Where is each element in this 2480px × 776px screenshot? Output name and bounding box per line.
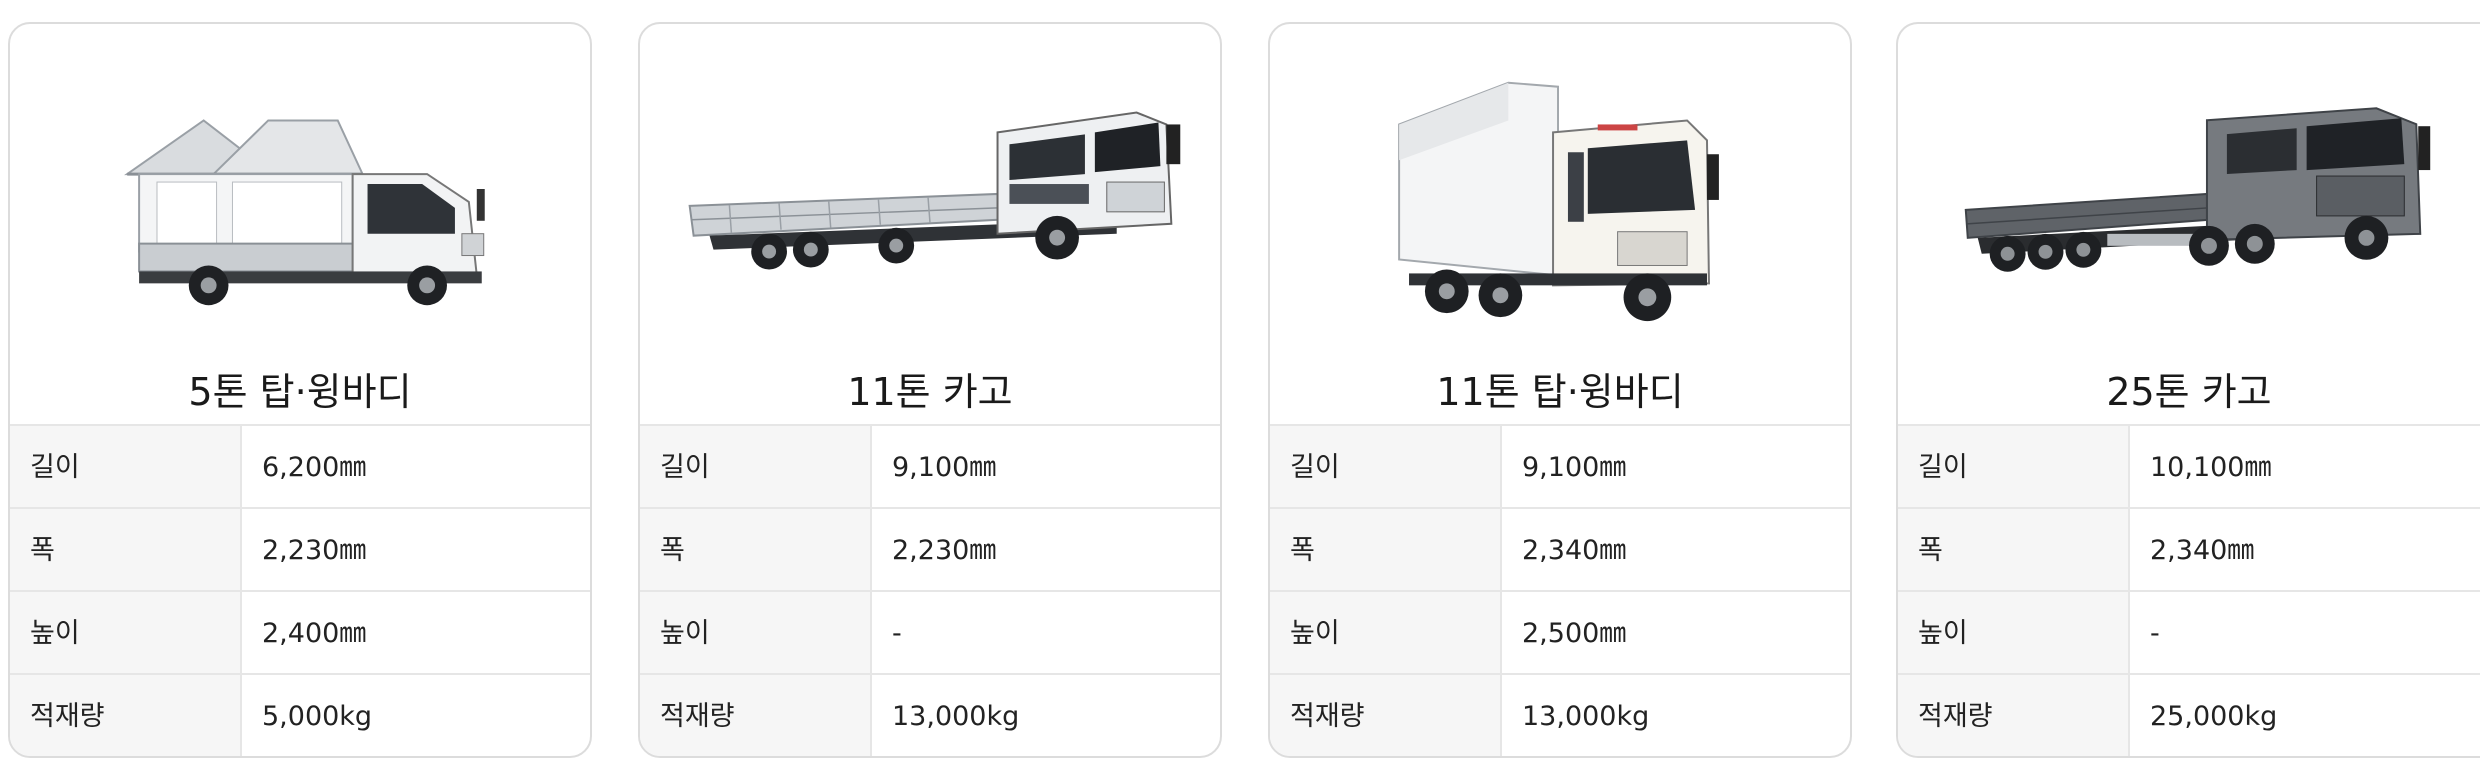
table-row: 길이 6,200㎜ xyxy=(10,426,590,509)
spec-label: 적재량 xyxy=(1898,675,2130,756)
table-row: 폭 2,340㎜ xyxy=(1898,509,2480,592)
spec-label: 높이 xyxy=(1270,592,1502,673)
table-row: 길이 10,100㎜ xyxy=(1898,426,2480,509)
spec-value: 2,230㎜ xyxy=(262,535,367,566)
cargo-truck-image xyxy=(640,24,1220,354)
spec-value: 25,000kg xyxy=(2150,701,2278,732)
table-row: 폭 2,230㎜ xyxy=(640,509,1220,592)
table-row: 높이 - xyxy=(1898,592,2480,675)
spec-label: 폭 xyxy=(640,509,872,590)
spec-value: 6,200㎜ xyxy=(262,452,367,483)
wing-body-truck-image xyxy=(10,24,590,354)
table-row: 길이 9,100㎜ xyxy=(640,426,1220,509)
spec-label: 길이 xyxy=(10,426,242,507)
spec-value: - xyxy=(892,618,902,649)
truck-card: 5톤 탑·윙바디 길이 6,200㎜ 폭 2,230㎜ 높이 2,400㎜ 적재… xyxy=(8,22,592,758)
spec-label: 길이 xyxy=(640,426,872,507)
spec-label: 적재량 xyxy=(1270,675,1502,756)
spec-label: 적재량 xyxy=(640,675,872,756)
truck-title: 25톤 카고 xyxy=(2106,370,2272,414)
table-row: 적재량 5,000kg xyxy=(10,675,590,756)
truck-card: 25톤 카고 길이 10,100㎜ 폭 2,340㎜ 높이 - 적재량 25,0… xyxy=(1896,22,2480,758)
table-row: 적재량 13,000kg xyxy=(640,675,1220,756)
truck-title: 11톤 카고 xyxy=(847,370,1013,414)
spec-value: 9,100㎜ xyxy=(1522,452,1627,483)
spec-value: 2,500㎜ xyxy=(1522,618,1627,649)
spec-label: 높이 xyxy=(10,592,242,673)
spec-label: 높이 xyxy=(640,592,872,673)
table-row: 폭 2,340㎜ xyxy=(1270,509,1850,592)
spec-table: 길이 10,100㎜ 폭 2,340㎜ 높이 - 적재량 25,000kg xyxy=(1898,424,2480,756)
spec-label: 폭 xyxy=(1270,509,1502,590)
spec-label: 길이 xyxy=(1270,426,1502,507)
table-row: 높이 2,400㎜ xyxy=(10,592,590,675)
spec-value: 2,400㎜ xyxy=(262,618,367,649)
spec-table: 길이 9,100㎜ 폭 2,340㎜ 높이 2,500㎜ 적재량 13,000k… xyxy=(1270,424,1850,756)
truck-title: 5톤 탑·윙바디 xyxy=(188,370,412,414)
box-truck-image xyxy=(1270,24,1850,354)
spec-label: 높이 xyxy=(1898,592,2130,673)
spec-label: 적재량 xyxy=(10,675,242,756)
truck-title: 11톤 탑·윙바디 xyxy=(1436,370,1684,414)
table-row: 높이 2,500㎜ xyxy=(1270,592,1850,675)
spec-value: 9,100㎜ xyxy=(892,452,997,483)
spec-table: 길이 9,100㎜ 폭 2,230㎜ 높이 - 적재량 13,000kg xyxy=(640,424,1220,756)
spec-value: 10,100㎜ xyxy=(2150,452,2272,483)
spec-value: 2,230㎜ xyxy=(892,535,997,566)
truck-card: 11톤 카고 길이 9,100㎜ 폭 2,230㎜ 높이 - 적재량 13,00… xyxy=(638,22,1222,758)
spec-value: 2,340㎜ xyxy=(2150,535,2255,566)
spec-value: 13,000kg xyxy=(892,701,1020,732)
spec-label: 폭 xyxy=(1898,509,2130,590)
spec-label: 길이 xyxy=(1898,426,2130,507)
table-row: 적재량 25,000kg xyxy=(1898,675,2480,756)
spec-value: 13,000kg xyxy=(1522,701,1650,732)
table-row: 폭 2,230㎜ xyxy=(10,509,590,592)
spec-value: 5,000kg xyxy=(262,701,373,732)
table-row: 높이 - xyxy=(640,592,1220,675)
spec-table: 길이 6,200㎜ 폭 2,230㎜ 높이 2,400㎜ 적재량 5,000kg xyxy=(10,424,590,756)
table-row: 적재량 13,000kg xyxy=(1270,675,1850,756)
spec-value: - xyxy=(2150,618,2160,649)
spec-label: 폭 xyxy=(10,509,242,590)
heavy-cargo-truck-image xyxy=(1898,24,2480,354)
truck-card: 11톤 탑·윙바디 길이 9,100㎜ 폭 2,340㎜ 높이 2,500㎜ 적… xyxy=(1268,22,1852,758)
spec-value: 2,340㎜ xyxy=(1522,535,1627,566)
table-row: 길이 9,100㎜ xyxy=(1270,426,1850,509)
